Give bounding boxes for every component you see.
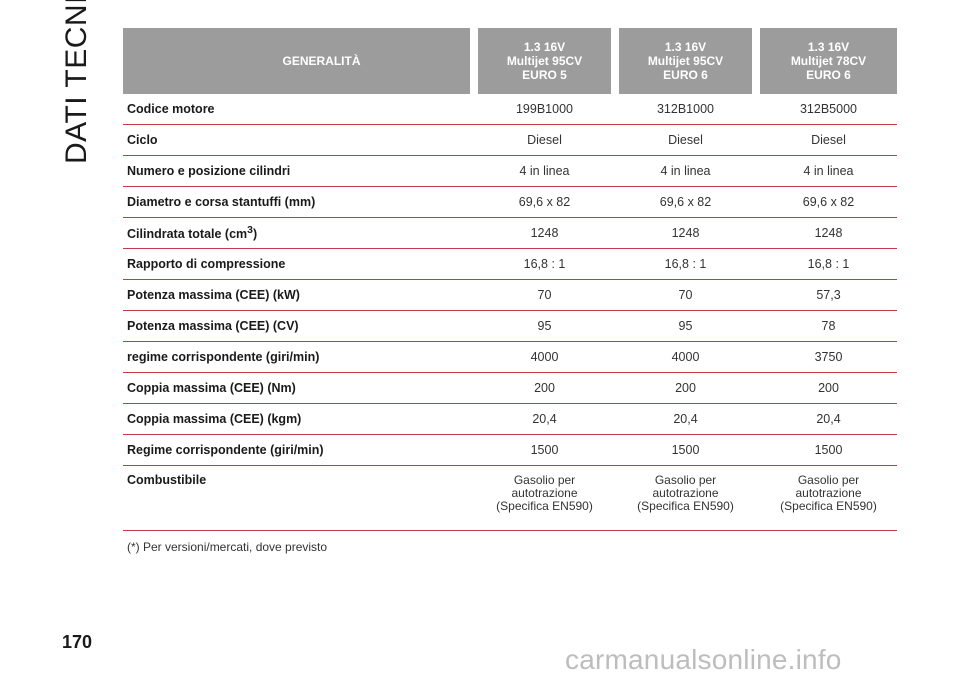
table-row: Regime corrispondente (giri/min) 1500 15… xyxy=(123,435,897,466)
row-value: Diesel xyxy=(619,125,752,156)
row-value: Gasolio per autotrazione (Specifica EN59… xyxy=(619,466,752,531)
row-value: 70 xyxy=(478,280,611,311)
row-value: 69,6 x 82 xyxy=(619,187,752,218)
row-label: Diametro e corsa stantuffi (mm) xyxy=(123,187,470,218)
table-row: Coppia massima (CEE) (Nm) 200 200 200 xyxy=(123,373,897,404)
row-value: 69,6 x 82 xyxy=(760,187,897,218)
row-value: 16,8 : 1 xyxy=(619,249,752,280)
table-header-row: GENERALITÀ 1.3 16V Multijet 95CV EURO 5 … xyxy=(123,28,897,94)
row-value: 1248 xyxy=(619,218,752,249)
row-label: Regime corrispondente (giri/min) xyxy=(123,435,470,466)
row-value: 200 xyxy=(478,373,611,404)
table-row: Ciclo Diesel Diesel Diesel xyxy=(123,125,897,156)
header-generalita: GENERALITÀ xyxy=(123,28,470,94)
row-value: 312B5000 xyxy=(760,94,897,125)
table-row: Coppia massima (CEE) (kgm) 20,4 20,4 20,… xyxy=(123,404,897,435)
footnote: (*) Per versioni/mercati, dove previsto xyxy=(127,540,328,554)
table-row: regime corrispondente (giri/min) 4000 40… xyxy=(123,342,897,373)
row-value: 1248 xyxy=(760,218,897,249)
table-row: Cilindrata totale (cm3) 1248 1248 1248 xyxy=(123,218,897,249)
row-value: Diesel xyxy=(760,125,897,156)
row-value: 95 xyxy=(478,311,611,342)
row-value: 20,4 xyxy=(760,404,897,435)
row-value: 95 xyxy=(619,311,752,342)
row-label: Coppia massima (CEE) (Nm) xyxy=(123,373,470,404)
engine-spec-table: GENERALITÀ 1.3 16V Multijet 95CV EURO 5 … xyxy=(123,28,897,531)
header-engine-2: 1.3 16V Multijet 95CV EURO 6 xyxy=(619,28,752,94)
section-title: DATI TECNICI xyxy=(60,0,93,164)
row-value: 1500 xyxy=(478,435,611,466)
table-row: Diametro e corsa stantuffi (mm) 69,6 x 8… xyxy=(123,187,897,218)
row-label: Potenza massima (CEE) (CV) xyxy=(123,311,470,342)
row-value: Diesel xyxy=(478,125,611,156)
table-row: Combustibile Gasolio per autotrazione (S… xyxy=(123,466,897,531)
row-value: Gasolio per autotrazione (Specifica EN59… xyxy=(478,466,611,531)
row-value: 1500 xyxy=(619,435,752,466)
row-value: 199B1000 xyxy=(478,94,611,125)
table-row: Codice motore 199B1000 312B1000 312B5000 xyxy=(123,94,897,125)
row-label: Numero e posizione cilindri xyxy=(123,156,470,187)
row-value: 69,6 x 82 xyxy=(478,187,611,218)
table-row: Potenza massima (CEE) (CV) 95 95 78 xyxy=(123,311,897,342)
header-engine-1: 1.3 16V Multijet 95CV EURO 5 xyxy=(478,28,611,94)
row-label: Combustibile xyxy=(123,466,470,531)
row-value: 20,4 xyxy=(478,404,611,435)
row-value: 3750 xyxy=(760,342,897,373)
table-row: Potenza massima (CEE) (kW) 70 70 57,3 xyxy=(123,280,897,311)
row-value: 4 in linea xyxy=(478,156,611,187)
row-label: Rapporto di compressione xyxy=(123,249,470,280)
row-value: 4000 xyxy=(478,342,611,373)
row-value: 312B1000 xyxy=(619,94,752,125)
row-value: 200 xyxy=(760,373,897,404)
row-value: 1248 xyxy=(478,218,611,249)
row-value: Gasolio per autotrazione (Specifica EN59… xyxy=(760,466,897,531)
watermark: carmanualsonline.info xyxy=(565,644,842,675)
page-number: 170 xyxy=(62,632,93,652)
row-label: Coppia massima (CEE) (kgm) xyxy=(123,404,470,435)
row-value: 20,4 xyxy=(619,404,752,435)
row-label: regime corrispondente (giri/min) xyxy=(123,342,470,373)
row-value: 4000 xyxy=(619,342,752,373)
row-value: 16,8 : 1 xyxy=(478,249,611,280)
row-label: Cilindrata totale (cm3) xyxy=(123,218,470,249)
row-value: 4 in linea xyxy=(760,156,897,187)
row-label: Ciclo xyxy=(123,125,470,156)
row-value: 200 xyxy=(619,373,752,404)
row-value: 70 xyxy=(619,280,752,311)
row-label: Codice motore xyxy=(123,94,470,125)
row-value: 57,3 xyxy=(760,280,897,311)
row-value: 78 xyxy=(760,311,897,342)
row-label: Potenza massima (CEE) (kW) xyxy=(123,280,470,311)
row-value: 1500 xyxy=(760,435,897,466)
table-row: Numero e posizione cilindri 4 in linea 4… xyxy=(123,156,897,187)
row-value: 4 in linea xyxy=(619,156,752,187)
table-row: Rapporto di compressione 16,8 : 1 16,8 :… xyxy=(123,249,897,280)
header-engine-3: 1.3 16V Multijet 78CV EURO 6 xyxy=(760,28,897,94)
row-value: 16,8 : 1 xyxy=(760,249,897,280)
